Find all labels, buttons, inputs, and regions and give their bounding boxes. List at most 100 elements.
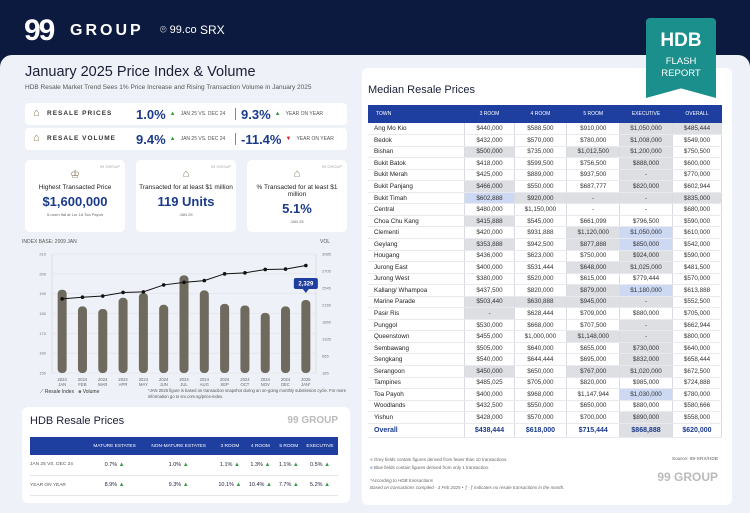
column-header: EXECUTIVE [302,437,338,455]
column-header: TOWN [368,105,465,123]
card-note: JAN 25 [290,219,304,224]
price-cell: $924,000 [619,250,673,263]
column-header: OVERALL [672,105,722,123]
price-cell: $550,000 [514,400,568,413]
price-cell: $1,030,000 [619,388,673,401]
price-cell: $770,000 [672,169,723,182]
arrow-up-icon: ▲ [324,482,331,488]
column-header: EXECUTIVE [619,105,673,123]
watermark-logo: 99 GROUP [321,164,342,169]
volume-bar [138,292,148,373]
price-cell: $485,025 [464,377,515,390]
overall-cell: $438,444 [464,423,515,438]
table-header: MATURE ESTATES NON-MATURE ESTATES 3 ROOM 4 … [30,437,338,455]
price-cell: - [619,192,673,205]
price-cell: $590,000 [672,215,723,228]
town-name: Ang Mo Kio [368,123,466,136]
price-cell: $540,000 [464,353,515,366]
resale-index-point [283,267,288,271]
column-header: NON-MATURE ESTATES [142,437,215,455]
change-cell: 1.1% ▲ [214,455,246,476]
stat-row-0: ⌂ RESALE PRICES 1.0% ▲ JAN 25 VS. DEC 24… [25,103,347,125]
resale-index-point [121,290,125,295]
price-cell: $613,888 [672,284,723,297]
town-name: Bishan [368,146,466,159]
hdb-resale-prices-card: HDB Resale Prices 99 GROUP MATURE ESTATE… [22,407,350,503]
resale-index-point [243,271,247,275]
price-cell: $640,000 [514,342,568,355]
logo-text: GROUP [70,22,144,39]
resale-prices-table: MATURE ESTATES NON-MATURE ESTATES 3 ROOM 4 … [30,437,338,496]
volume-bar [220,303,230,373]
card-note: JAN 25 [179,212,193,217]
overall-cell: $868,888 [619,423,673,438]
right-tick-label: 3085 [322,252,332,257]
brand-srx: SRX [200,23,225,37]
table-row: Woodlands $432,500 $550,000 $650,000 $880,00… [368,400,723,413]
note-compiled: Based on transactions compiled - 3 Feb 2… [370,485,565,490]
price-cell: $590,000 [672,250,723,263]
price-cell: $730,000 [619,342,673,355]
arrow-up-icon: ▲ [235,482,242,488]
page-title: January 2025 Price Index & Volume [25,64,256,80]
column-header: 5 ROOM [275,437,303,455]
change-cell: 1.3% ▲ [245,455,276,476]
town-name: Serangoon [368,365,466,378]
price-cell: $650,000 [514,365,568,378]
price-cell: $602,944 [672,180,723,193]
price-cell: $1,120,000 [566,226,621,239]
x-tick-label: 2024 MAR [98,377,108,387]
town-name: Punggol [368,319,466,332]
price-cell: $707,500 [566,319,621,332]
summary-card-2: 99 GROUP ⌂ % Transacted for at least $1 … [247,160,347,232]
price-cell: $520,000 [514,273,568,286]
town-name: Jurong West [368,273,466,286]
column-header: 4 ROOM [245,437,276,455]
brand-99co: ⌾ 99.co [160,24,197,36]
badge-title: HDB [660,30,702,51]
price-cell: $780,000 [566,134,621,147]
right-tick-label: 665 [322,354,329,359]
price-cell: $648,000 [566,261,621,274]
resale-index-point [100,294,105,298]
table-row: Jurong West $380,000 $520,000 $615,000 $779,… [368,273,723,286]
card-title: Highest Transacted Price [38,184,112,191]
note-grey: ■ Grey fields contain figures derived fr… [370,457,508,462]
price-cell: - [566,192,621,205]
price-cell: $1,020,000 [619,365,673,378]
table-row: Ang Mo Kio $440,000 $588,500 $910,000 $1,050… [368,123,723,136]
price-cell: $910,000 [566,123,621,136]
price-cell: $756,500 [566,157,621,170]
table-row: YEAR ON YEAR 8.9% ▲ 9.3% ▲ 10.1% ▲ 10.4% ▲ 7.… [30,475,338,496]
overall-cell: $715,444 [566,423,621,438]
price-cell: $558,000 [672,411,723,424]
summary-card-1: 99 GROUP ⌂ Transacted for at least $1 mi… [136,160,236,232]
volume-bar [199,290,209,373]
price-cell: $400,000 [464,261,515,274]
yoy-caption: YEAR ON YEAR [285,111,324,117]
card-value: $1,600,000 [42,194,108,209]
overall-row: Overall $438,444 $618,000 $715,444 $868,888 $… [368,423,723,438]
price-cell: $437,500 [464,284,515,297]
table-row: Bukit Timah $602,888 $920,000- - $835,000 [368,192,723,205]
mom-group: 1.0% ▲ JAN 25 VS. DEC 24 [136,103,225,125]
change-cell: 1.1% ▲ [275,455,303,476]
price-cell: $436,000 [464,250,515,263]
arrow-up-icon: ▲ [169,111,176,117]
arrow-up-icon: ▲ [169,136,176,142]
town-name: Yishun [368,411,466,424]
divider [235,108,236,120]
column-header: MATURE ESTATES [86,437,143,455]
watermark-logo: 99 GROUP [657,470,718,484]
card-value: 119 Units [157,194,215,209]
resale-index-point [141,290,146,294]
price-cell: - [619,319,673,332]
yoy-group: 9.3% ▲ YEAR ON YEAR [241,103,323,125]
town-name: Choa Chu Kang [368,215,466,228]
logo: 99 [24,14,55,47]
change-cell: 0.5% ▲ [302,455,338,476]
price-cell: $879,000 [566,284,621,297]
x-tick-label: 2024 MAY [139,377,149,387]
table-row: Hougang $436,000 $623,000 $750,000 $924,000 $… [368,250,723,263]
price-cell: $570,000 [514,134,568,147]
